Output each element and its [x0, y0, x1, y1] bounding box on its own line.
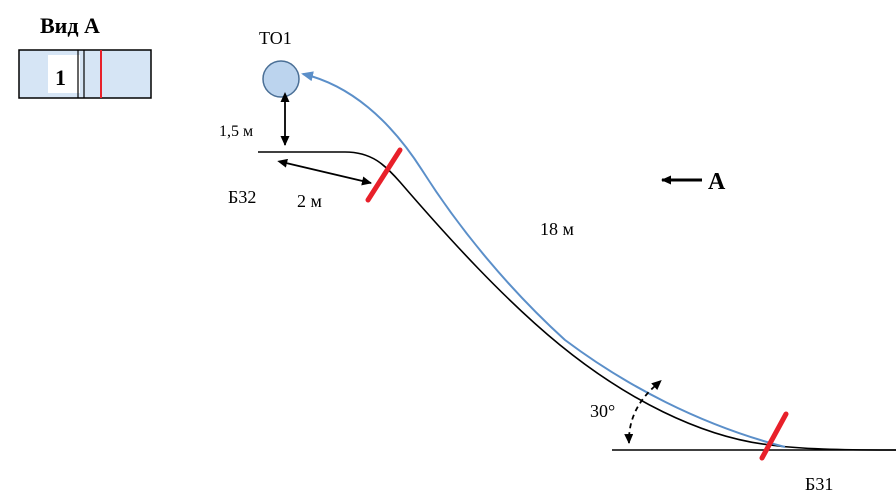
view-title: Вид А [40, 13, 100, 38]
ground-track-line [258, 151, 896, 451]
label-to1: ТО1 [259, 28, 292, 48]
label-angle: 30° [590, 401, 615, 421]
marker-b32 [365, 147, 403, 203]
object-to1-circle [262, 60, 300, 98]
label-b32: Б32 [228, 187, 256, 207]
label-b31: Б31 [805, 474, 833, 494]
label-b32-distance: 2 м [297, 191, 322, 211]
track-number: 1 [55, 65, 66, 90]
view-box [18, 49, 152, 99]
distance-arrow-b32 [277, 158, 372, 186]
angle-arc [624, 380, 662, 444]
label-height: 1,5 м [219, 123, 253, 140]
label-direction: А [708, 169, 726, 195]
marker-b31 [759, 411, 789, 461]
label-path-length: 18 м [540, 219, 574, 239]
pull-path-line [301, 71, 786, 448]
